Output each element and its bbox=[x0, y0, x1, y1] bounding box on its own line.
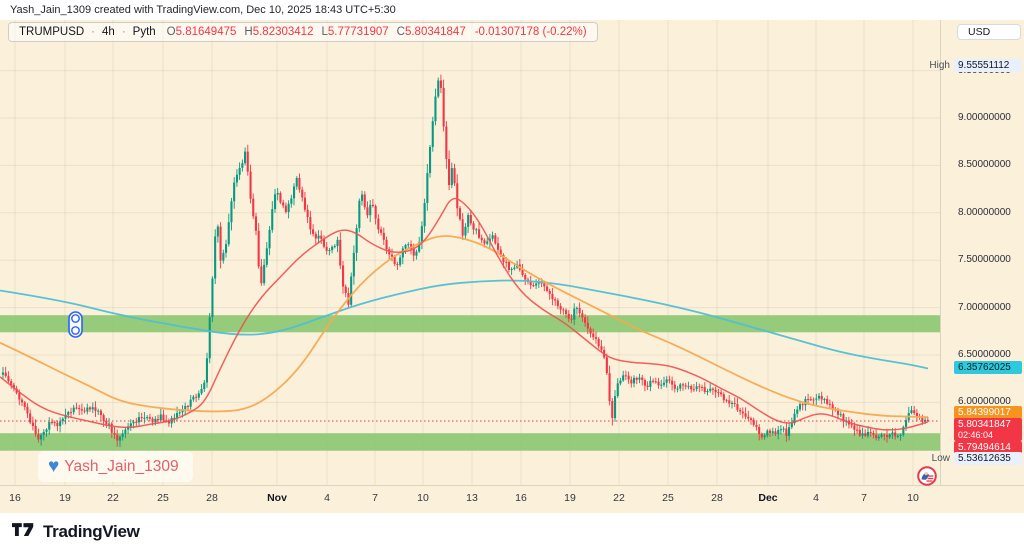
footer-bar: TradingView bbox=[0, 513, 1024, 551]
low-price-row: Low 5.53612635 bbox=[912, 452, 1022, 465]
time-tick-label: 25 bbox=[157, 492, 169, 504]
time-tick-label: Nov bbox=[267, 492, 287, 504]
time-tick-label: 4 bbox=[813, 492, 819, 504]
time-tick-label: 7 bbox=[861, 492, 867, 504]
time-tick-label: 10 bbox=[907, 492, 919, 504]
price-tick-label: 9.00000000 bbox=[958, 112, 1011, 123]
ma-orange-label: 5.84399017 bbox=[954, 406, 1022, 419]
high-prefix: High bbox=[929, 60, 950, 71]
price-tick-label: 7.00000000 bbox=[958, 302, 1011, 313]
time-tick-label: 25 bbox=[662, 492, 674, 504]
currency-button[interactable]: USD bbox=[957, 24, 1021, 40]
price-tick-label: 6.50000000 bbox=[958, 349, 1011, 360]
time-tick-label: 16 bbox=[9, 492, 21, 504]
change-label: -0.01307178 (-0.22%) bbox=[474, 26, 587, 38]
trump-coin-icon bbox=[917, 466, 937, 491]
watermark: ♥ Yash_Jain_1309 bbox=[38, 451, 193, 482]
low-price-label: 5.53612635 bbox=[954, 452, 1022, 465]
heart-icon: ♥ bbox=[48, 456, 60, 477]
time-tick-label: 16 bbox=[515, 492, 527, 504]
tradingview-logo-icon[interactable] bbox=[12, 522, 36, 543]
drawing-tool-handle-icon[interactable] bbox=[68, 311, 83, 343]
time-tick-label: 19 bbox=[59, 492, 71, 504]
tradingview-logo-text[interactable]: TradingView bbox=[43, 522, 140, 541]
time-tick-label: 10 bbox=[417, 492, 429, 504]
chart-area[interactable]: TRUMPUSD · 4h · Pyth O5.81649475 H5.8230… bbox=[0, 20, 1024, 513]
time-tick-label: Dec bbox=[758, 492, 778, 504]
time-tick-label: 28 bbox=[711, 492, 723, 504]
symbol-legend: TRUMPUSD · 4h · Pyth O5.81649475 H5.8230… bbox=[8, 22, 598, 42]
attribution-text: Yash_Jain_1309 created with TradingView.… bbox=[10, 4, 396, 16]
time-tick-label: 28 bbox=[206, 492, 218, 504]
interval-label[interactable]: 4h bbox=[102, 26, 115, 38]
low-prefix: Low bbox=[931, 453, 950, 464]
time-tick-label: 19 bbox=[564, 492, 576, 504]
current-price-label: 5.80341847 02:46:04 bbox=[954, 418, 1022, 441]
time-tick-label: 4 bbox=[324, 492, 330, 504]
time-tick-label: 22 bbox=[107, 492, 119, 504]
chart-canvas[interactable] bbox=[0, 20, 1024, 485]
time-axis-separator bbox=[0, 485, 1024, 486]
high-price-label: 9.55551112 bbox=[954, 59, 1022, 72]
price-tick-label: 8.50000000 bbox=[958, 159, 1011, 170]
ma-teal-label: 6.35762025 bbox=[954, 361, 1022, 374]
high-price-row: High 9.55551112 bbox=[912, 59, 1022, 72]
currency-label: USD bbox=[968, 26, 991, 38]
current-price-value: 5.80341847 bbox=[958, 419, 1011, 430]
watermark-text: Yash_Jain_1309 bbox=[64, 457, 179, 475]
ma-red-label: 5.79494614 bbox=[954, 441, 1022, 454]
attribution-bar: Yash_Jain_1309 created with TradingView.… bbox=[0, 0, 1024, 20]
legend-separator: · bbox=[91, 26, 96, 38]
price-tick-label: 8.00000000 bbox=[958, 207, 1011, 218]
time-scale[interactable]: 16 19 22 25 28 Nov 4 7 10 13 16 19 22 25 28 Dec 4 7 10 bbox=[0, 486, 940, 513]
price-tick-label: 6.00000000 bbox=[958, 396, 1011, 407]
price-tick-label: 7.50000000 bbox=[958, 254, 1011, 265]
price-axis-separator bbox=[940, 20, 941, 485]
time-tick-label: 13 bbox=[466, 492, 478, 504]
time-tick-label: 22 bbox=[613, 492, 625, 504]
legend-separator: · bbox=[121, 26, 126, 38]
ohlc-values: O5.81649475 H5.82303412 L5.77731907 C5.8… bbox=[166, 26, 466, 38]
bar-countdown: 02:46:04 bbox=[958, 430, 994, 440]
provider-label: Pyth bbox=[132, 26, 156, 38]
symbol-name[interactable]: TRUMPUSD bbox=[19, 26, 85, 38]
time-tick-label: 7 bbox=[372, 492, 378, 504]
